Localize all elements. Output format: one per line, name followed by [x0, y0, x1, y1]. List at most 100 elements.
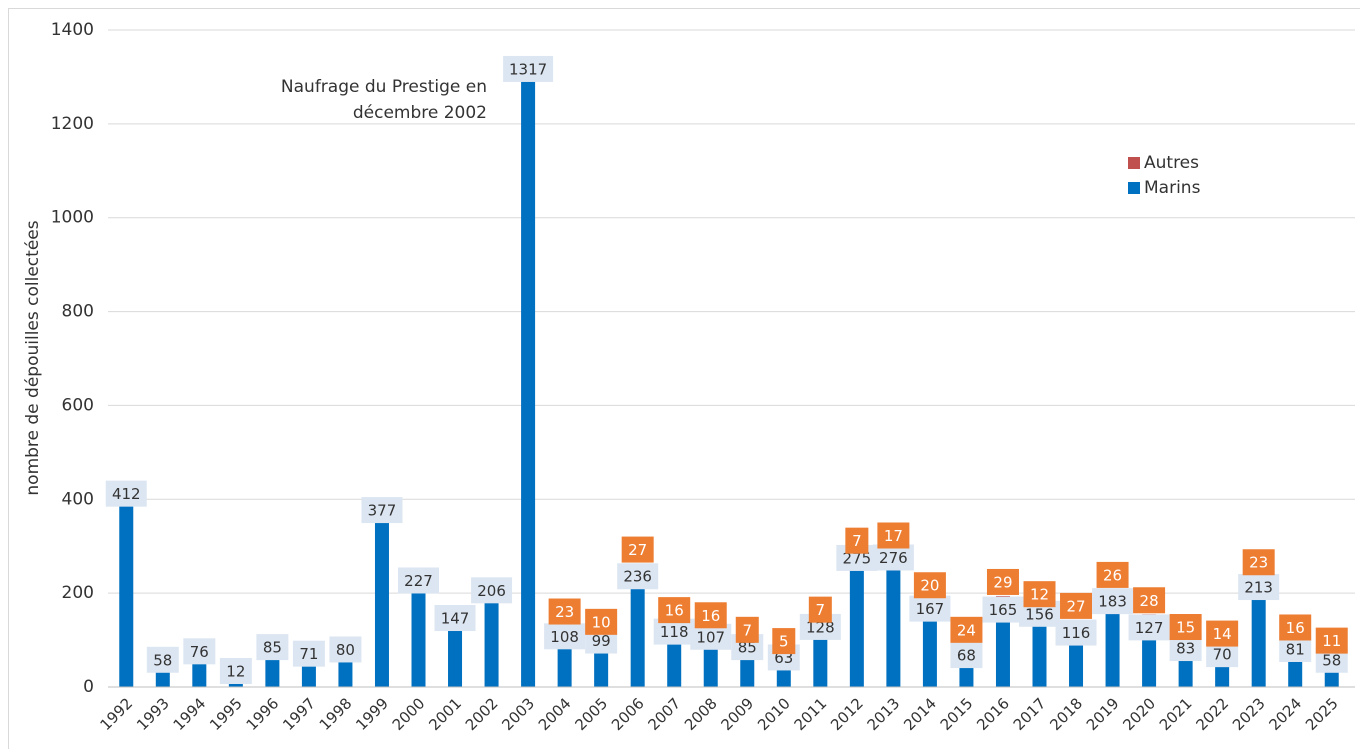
data-label: 147	[441, 610, 470, 628]
data-label: 20	[920, 577, 939, 595]
data-label: 108	[550, 628, 579, 646]
bar-segment	[850, 558, 864, 687]
x-tick-label: 1996	[243, 694, 283, 734]
x-tick-label: 1998	[316, 694, 356, 734]
x-tick-label: 1994	[170, 694, 210, 734]
data-label: 167	[916, 600, 945, 618]
x-tick-label: 2013	[864, 694, 904, 734]
data-label: 165	[989, 601, 1018, 619]
x-tick-label: 2016	[973, 694, 1013, 734]
data-label: 12	[226, 663, 245, 681]
y-tick-label: 600	[62, 395, 94, 415]
y-tick-label: 400	[62, 489, 94, 509]
bar-segment	[485, 590, 499, 687]
data-label: 10	[592, 613, 611, 631]
data-label: 1317	[509, 60, 547, 78]
x-tick-label: 2005	[571, 694, 611, 734]
x-tick-label: 2006	[608, 694, 648, 734]
x-tick-label: 2021	[1156, 694, 1196, 734]
x-tick-label: 2010	[754, 694, 794, 734]
y-tick-label: 1400	[51, 20, 94, 40]
x-tick-label: 2000	[389, 694, 429, 734]
data-label: 28	[1140, 592, 1159, 610]
annotation: décembre 2002	[353, 103, 487, 123]
data-label: 7	[742, 621, 752, 639]
data-label: 16	[1286, 619, 1305, 637]
x-tick-label: 2001	[425, 694, 465, 734]
data-label: 76	[190, 643, 209, 661]
y-tick-label: 1000	[51, 208, 94, 228]
data-label: 7	[816, 601, 826, 619]
data-label: 81	[1286, 640, 1305, 658]
data-label: 23	[1249, 554, 1268, 572]
legend-label: Marins	[1144, 178, 1201, 198]
y-tick-label: 800	[62, 302, 94, 322]
data-label: 377	[368, 502, 397, 520]
x-tick-label: 2002	[462, 694, 502, 734]
bar-segment	[375, 510, 389, 687]
data-label: 227	[404, 572, 433, 590]
legend-swatch	[1128, 157, 1140, 169]
bar-segment	[521, 69, 535, 687]
x-tick-label: 2017	[1010, 694, 1050, 734]
data-label: 12	[1030, 586, 1049, 604]
data-label: 85	[263, 639, 282, 657]
data-label: 118	[660, 623, 689, 641]
data-label: 24	[957, 621, 976, 639]
data-label: 23	[555, 603, 574, 621]
data-label: 183	[1098, 593, 1127, 611]
data-label: 71	[299, 645, 318, 663]
y-tick-label: 1200	[51, 114, 94, 134]
x-tick-label: 2020	[1119, 694, 1159, 734]
bar-segment	[119, 494, 133, 687]
data-label: 68	[957, 647, 976, 665]
x-tick-label: 1993	[133, 694, 173, 734]
x-tick-label: 2012	[827, 694, 867, 734]
data-label: 58	[153, 651, 172, 669]
data-label: 16	[701, 607, 720, 625]
data-label: 116	[1062, 624, 1091, 642]
x-tick-label: 2004	[535, 694, 575, 734]
legend-swatch	[1128, 182, 1140, 194]
x-tick-label: 2014	[900, 694, 940, 734]
data-label: 107	[696, 628, 725, 646]
data-label: 27	[628, 541, 647, 559]
x-tick-label: 2018	[1046, 694, 1086, 734]
data-label: 80	[336, 641, 355, 659]
data-label: 15	[1176, 619, 1195, 637]
data-label: 17	[884, 527, 903, 545]
y-tick-label: 0	[83, 677, 94, 697]
x-tick-label: 1992	[97, 694, 137, 734]
x-tick-label: 1997	[279, 694, 319, 734]
annotation: Naufrage du Prestige en	[281, 77, 487, 97]
x-tick-label: 2009	[718, 694, 758, 734]
x-tick-label: 2011	[791, 694, 831, 734]
data-label: 206	[477, 582, 506, 600]
data-label: 412	[112, 485, 141, 503]
x-tick-label: 2022	[1192, 694, 1232, 734]
x-tick-label: 2025	[1302, 694, 1342, 734]
data-label: 14	[1213, 625, 1232, 643]
data-label: 27	[1066, 597, 1085, 615]
bar-segment	[1252, 587, 1266, 687]
data-label: 70	[1213, 646, 1232, 664]
bar-segment	[412, 580, 426, 687]
x-tick-label: 1999	[352, 694, 392, 734]
bar-segment	[631, 576, 645, 687]
x-tick-label: 2015	[937, 694, 977, 734]
data-label: 156	[1025, 605, 1054, 623]
x-tick-label: 2007	[644, 694, 684, 734]
x-tick-label: 2023	[1229, 694, 1269, 734]
data-label: 276	[879, 549, 908, 567]
x-tick-label: 2008	[681, 694, 721, 734]
x-tick-label: 2003	[498, 694, 538, 734]
x-tick-label: 2024	[1265, 694, 1305, 734]
data-label: 127	[1135, 619, 1164, 637]
x-tick-label: 2019	[1083, 694, 1123, 734]
x-tick-label: 1995	[206, 694, 246, 734]
data-label: 236	[623, 568, 652, 586]
bar-segment	[886, 557, 900, 687]
data-label: 5	[779, 633, 789, 651]
data-label: 7	[852, 532, 862, 550]
